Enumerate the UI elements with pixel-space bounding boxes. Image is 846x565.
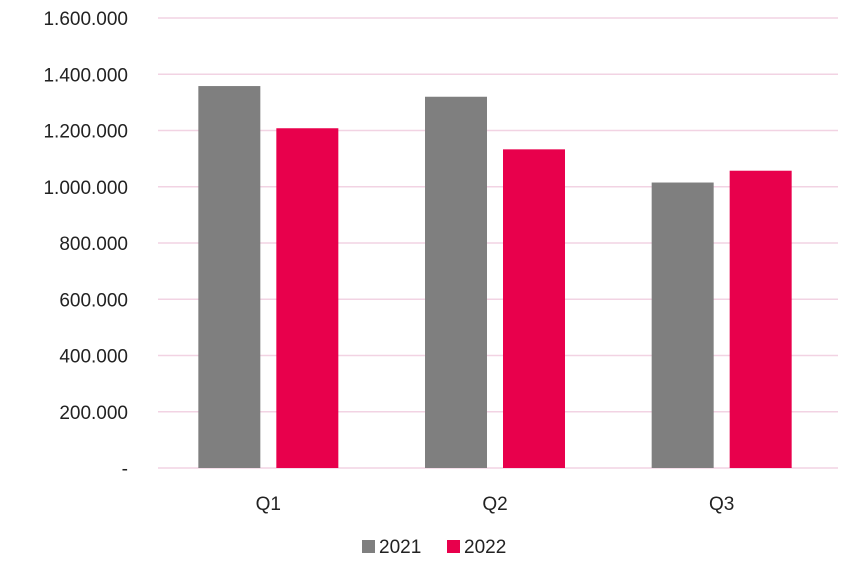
y-tick-label: 400.000	[59, 347, 128, 368]
bar-2022-q1	[276, 128, 339, 468]
bar-2022-q3	[729, 170, 792, 468]
x-tick-label: Q1	[256, 494, 281, 515]
y-tick-label: -	[122, 459, 128, 480]
y-tick-label: 1.600.000	[43, 9, 128, 30]
y-tick-label: 1.000.000	[43, 178, 128, 199]
y-tick-label: 1.400.000	[43, 65, 128, 86]
legend-swatch-2021	[362, 540, 375, 553]
y-tick-label: 1.200.000	[43, 122, 128, 143]
y-tick-label: 200.000	[59, 403, 128, 424]
y-tick-label: 800.000	[59, 234, 128, 255]
y-tick-label: 600.000	[59, 290, 128, 311]
bar-2021-q1	[198, 86, 261, 468]
bar-2021-q3	[651, 182, 714, 468]
legend-label-2021: 2021	[379, 537, 421, 558]
x-tick-label: Q2	[482, 494, 507, 515]
bar-2021-q2	[425, 96, 487, 468]
legend-swatch-2022	[447, 540, 460, 553]
bar-2022-q2	[503, 149, 565, 468]
legend-label-2022: 2022	[464, 537, 506, 558]
x-tick-label: Q3	[709, 494, 734, 515]
